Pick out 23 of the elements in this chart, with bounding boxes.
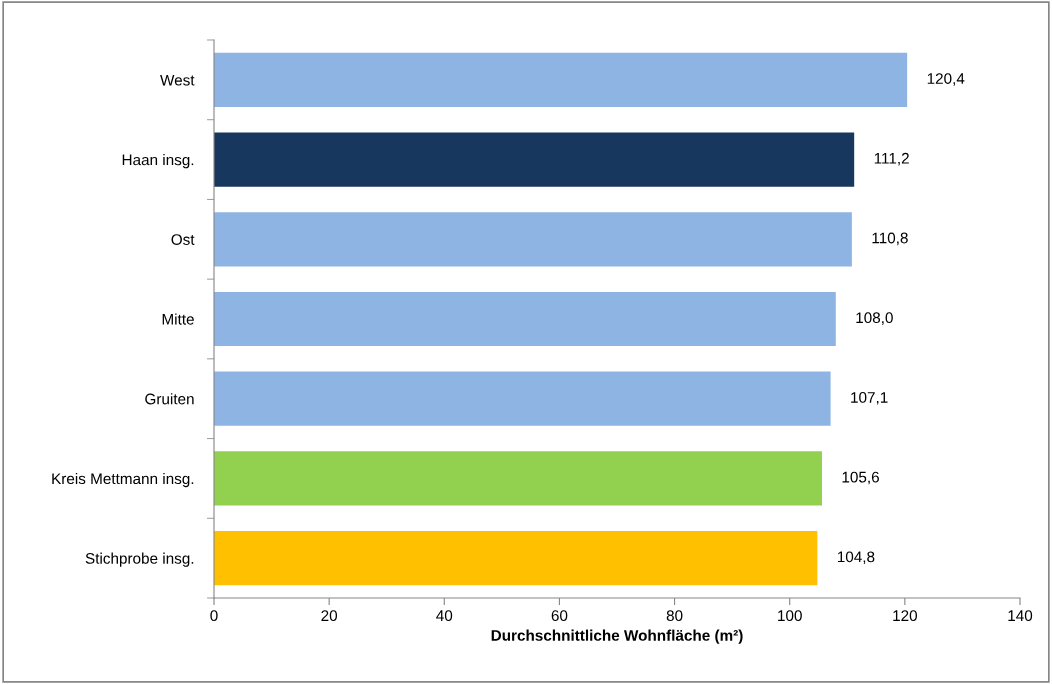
y-tick-label: Gruiten <box>145 393 194 405</box>
x-tick-label: 120 <box>893 610 918 622</box>
y-tick-label: Haan insg. <box>122 154 194 169</box>
data-label: 110,8 <box>872 232 908 246</box>
data-label: 120,4 <box>927 73 965 86</box>
data-label: 108,0 <box>856 312 893 325</box>
y-tick-label: Kreis Mettmann insg. <box>52 472 194 488</box>
data-label: 105,6 <box>842 471 879 485</box>
x-tick-label: 60 <box>551 610 568 622</box>
data-label: 111,2 <box>874 152 909 166</box>
y-tick-label: Mitte <box>162 313 194 325</box>
x-axis-title: Durchschnittliche Wohnfläche (m²) <box>491 629 743 644</box>
x-tick-label: 40 <box>436 610 453 622</box>
x-tick-label: 140 <box>1008 610 1033 622</box>
y-tick-label: West <box>160 74 195 86</box>
x-tick-label: 100 <box>778 610 802 622</box>
x-tick-label: 80 <box>666 610 683 622</box>
data-label: 104,8 <box>837 551 875 565</box>
x-tick-label: 20 <box>321 610 338 622</box>
x-tick-label: 0 <box>210 610 218 622</box>
data-label: 107,1 <box>851 392 888 405</box>
y-tick-label: Stichprobe insg. <box>85 552 194 567</box>
y-tick-label: Ost <box>171 234 195 245</box>
